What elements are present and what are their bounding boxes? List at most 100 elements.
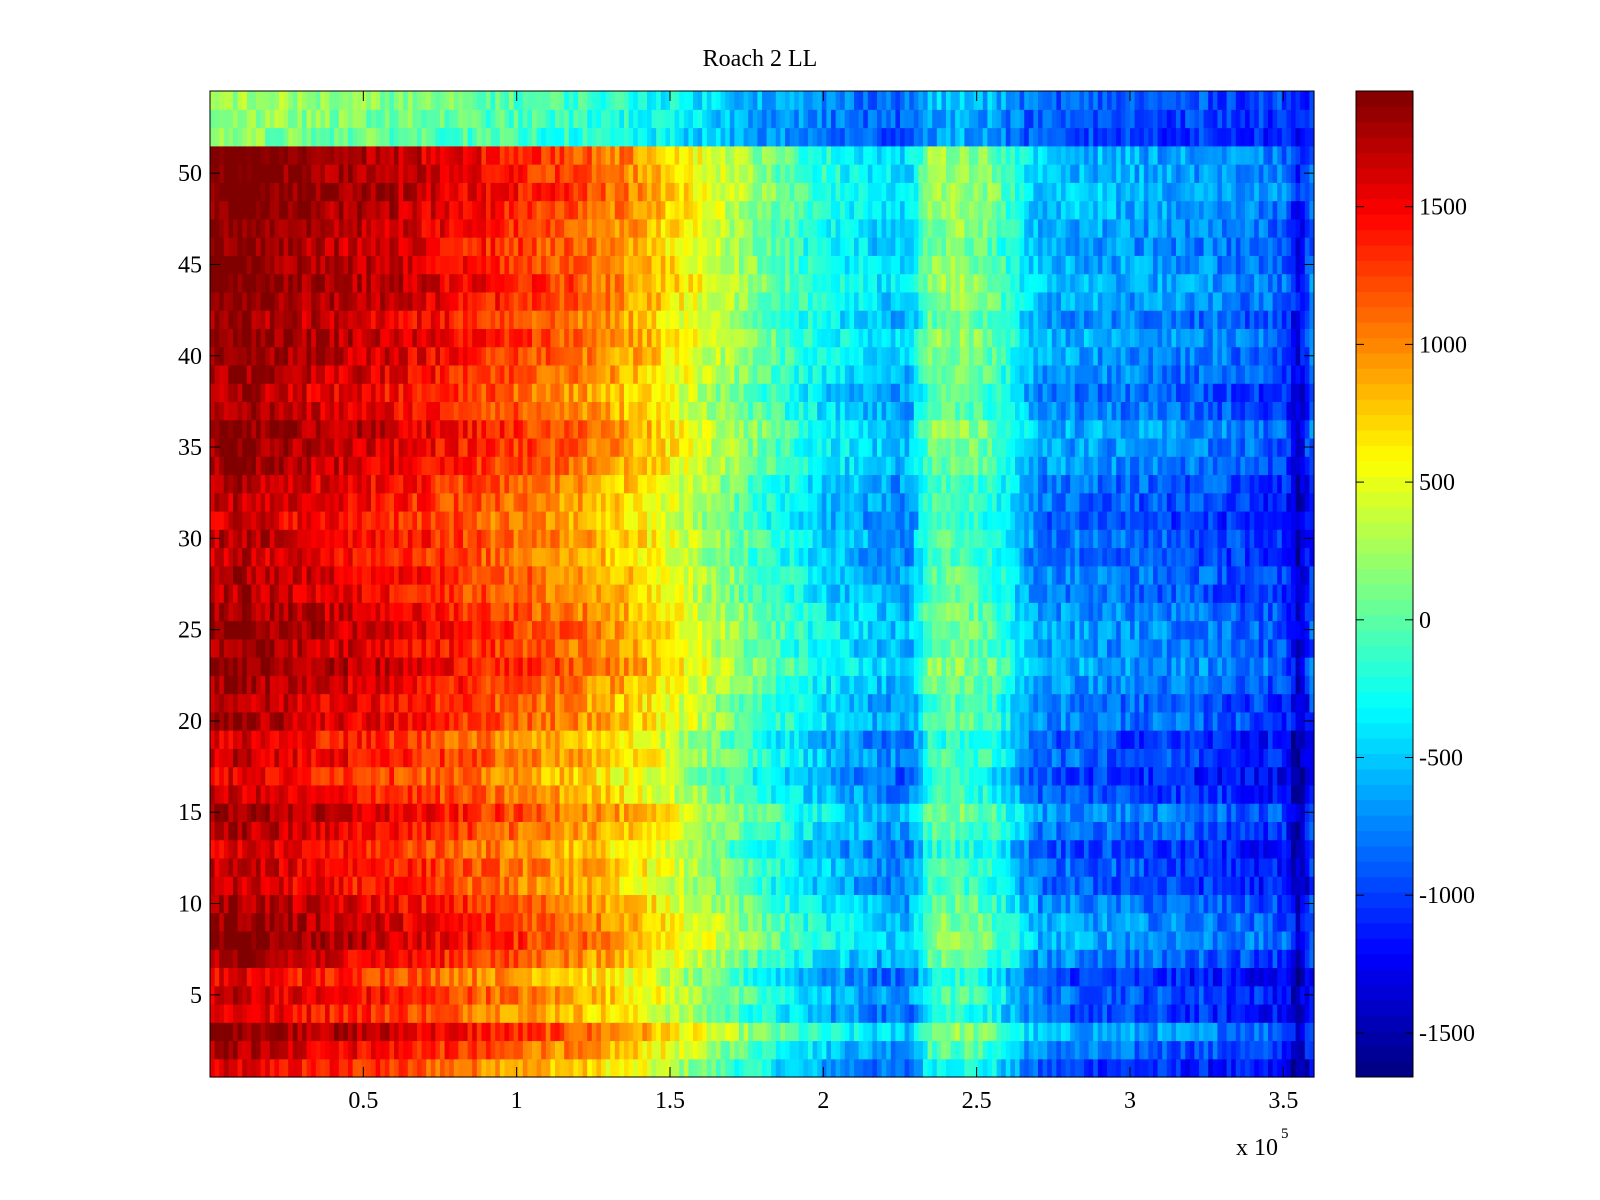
heatmap-cell (955, 766, 961, 786)
heatmap-cell (320, 985, 326, 1005)
heatmap-cell (812, 766, 818, 786)
heatmap-cell (702, 730, 708, 749)
heatmap-cell (476, 1040, 482, 1060)
heatmap-cell (559, 912, 565, 932)
heatmap-cell (329, 985, 335, 1005)
heatmap-cell (338, 693, 344, 713)
heatmap-cell (1245, 766, 1251, 786)
heatmap-cell (1056, 766, 1062, 786)
heatmap-cell (1024, 711, 1030, 731)
heatmap-cell (246, 894, 252, 914)
heatmap-cell (614, 1040, 620, 1060)
heatmap-cell (1005, 1022, 1011, 1042)
heatmap-cell (1212, 930, 1218, 950)
heatmap-cell (352, 1040, 358, 1060)
heatmap-cell (633, 949, 639, 969)
heatmap-cell (283, 967, 289, 987)
heatmap-cell (1056, 1022, 1062, 1042)
heatmap-cell (550, 766, 556, 786)
heatmap-cell (1199, 1022, 1205, 1042)
heatmap-cell (518, 894, 524, 914)
heatmap-cell (403, 748, 409, 768)
heatmap-cell (1153, 839, 1159, 859)
heatmap-cell (996, 876, 1002, 896)
heatmap-cell (1051, 748, 1057, 768)
heatmap-cell (550, 784, 556, 804)
heatmap-cell (361, 857, 367, 877)
heatmap-cell (265, 766, 271, 786)
heatmap-cell (835, 967, 841, 987)
heatmap-cell (1001, 985, 1007, 1005)
heatmap-cell (444, 711, 450, 731)
heatmap-cell (679, 912, 685, 932)
heatmap-cell (1001, 894, 1007, 914)
heatmap-cell (1212, 857, 1218, 877)
heatmap-cell (251, 967, 257, 987)
heatmap-cell (1038, 967, 1044, 987)
heatmap-cell (564, 766, 570, 786)
heatmap-cell (798, 784, 804, 804)
heatmap-cell (1268, 876, 1274, 896)
heatmap-cell (1097, 1058, 1103, 1078)
heatmap-cell (734, 1058, 740, 1078)
heatmap-cell (1171, 839, 1177, 859)
heatmap-cell (1153, 803, 1159, 822)
heatmap-cell (352, 930, 358, 950)
heatmap-cell (306, 912, 312, 932)
heatmap-cell (348, 985, 354, 1005)
heatmap-cell (1212, 711, 1218, 731)
heatmap-cell (398, 839, 404, 859)
heatmap-cell (697, 784, 703, 804)
heatmap-cell (311, 930, 317, 950)
heatmap-cell (1300, 912, 1306, 932)
heatmap-cell (863, 1058, 869, 1078)
heatmap-cell (260, 985, 266, 1005)
heatmap-cell (532, 766, 538, 786)
heatmap-cell (467, 894, 473, 914)
heatmap-cell (366, 839, 372, 859)
heatmap-cell (297, 693, 303, 713)
heatmap-cell (1070, 1003, 1076, 1023)
heatmap-cell (481, 803, 487, 822)
heatmap-cell (610, 803, 616, 822)
heatmap-cell (890, 1003, 896, 1023)
heatmap-cell (716, 876, 722, 896)
heatmap-cell (895, 839, 901, 859)
heatmap-cell (752, 967, 758, 987)
heatmap-cell (587, 930, 593, 950)
heatmap-cell (481, 876, 487, 896)
heatmap-cell (706, 949, 712, 969)
heatmap-cell (913, 748, 919, 768)
heatmap-cell (532, 967, 538, 987)
heatmap-cell (1148, 967, 1154, 987)
heatmap-cell (1176, 876, 1182, 896)
heatmap-cell (973, 839, 979, 859)
heatmap-cell (1010, 967, 1016, 987)
heatmap-cell (1194, 876, 1200, 896)
heatmap-cell (407, 1040, 413, 1060)
heatmap-cell (702, 1003, 708, 1023)
heatmap-cell (734, 912, 740, 932)
heatmap-cell (426, 857, 432, 877)
heatmap-cell (1249, 839, 1255, 859)
heatmap-cell (591, 784, 597, 804)
heatmap-cell (808, 894, 814, 914)
heatmap-cell (642, 894, 648, 914)
heatmap-cell (1028, 839, 1034, 859)
heatmap-cell (1268, 1058, 1274, 1078)
heatmap-cell (1249, 711, 1255, 731)
heatmap-cell (674, 876, 680, 896)
heatmap-cell (1065, 1003, 1071, 1023)
heatmap-cell (1231, 784, 1237, 804)
heatmap-cell (421, 894, 427, 914)
heatmap-cell (412, 821, 418, 841)
heatmap-cell (509, 1058, 515, 1078)
heatmap-cell (325, 1003, 331, 1023)
heatmap-cell (444, 967, 450, 987)
heatmap-cell (1189, 803, 1195, 822)
heatmap-cell (775, 766, 781, 786)
heatmap-cell (1272, 894, 1278, 914)
heatmap-cell (628, 857, 634, 877)
heatmap-cell (343, 985, 349, 1005)
heatmap-cell (403, 766, 409, 786)
